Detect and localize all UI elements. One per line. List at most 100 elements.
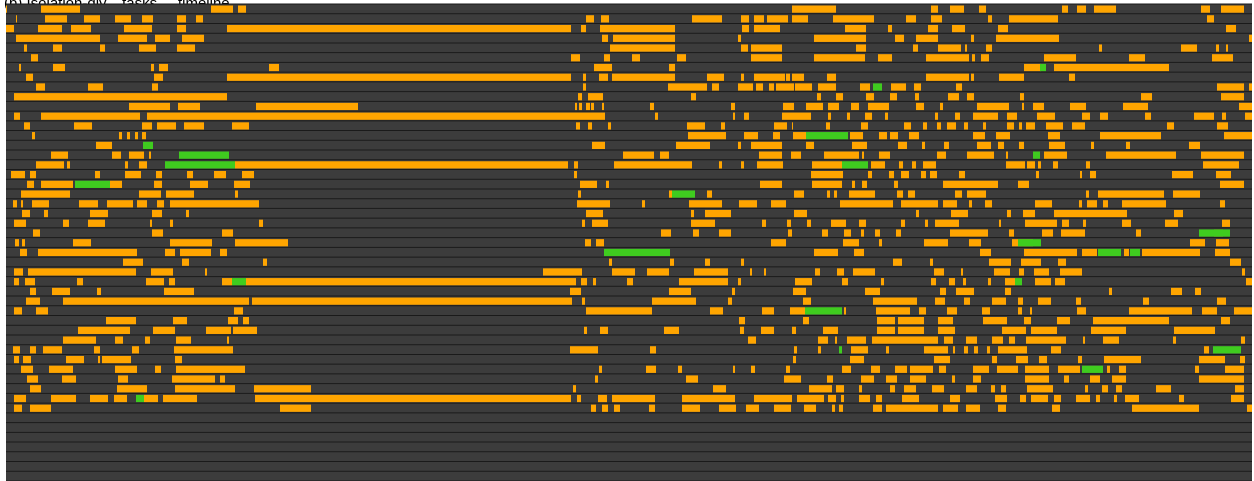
orange-segment xyxy=(1189,141,1200,150)
orange-segment xyxy=(66,355,84,364)
orange-segment xyxy=(822,229,828,237)
orange-segment xyxy=(6,5,7,13)
orange-segment xyxy=(1123,102,1148,111)
orange-segment xyxy=(1058,258,1066,266)
orange-segment xyxy=(792,15,808,23)
orange-segment xyxy=(1019,122,1022,130)
orange-segment xyxy=(24,44,27,52)
orange-segment xyxy=(596,239,604,247)
orange-segment xyxy=(129,151,144,159)
orange-segment xyxy=(1024,317,1031,325)
orange-segment xyxy=(859,394,870,403)
orange-segment xyxy=(175,385,235,393)
orange-segment xyxy=(828,394,836,403)
orange-segment xyxy=(828,112,831,120)
orange-segment xyxy=(149,151,151,159)
orange-segment xyxy=(1249,83,1252,91)
orange-segment xyxy=(967,190,986,198)
orange-segment xyxy=(1060,268,1082,276)
orange-segment xyxy=(214,170,226,179)
green-segment xyxy=(1199,229,1230,237)
orange-segment xyxy=(998,346,1027,354)
orange-segment xyxy=(998,141,1004,150)
orange-segment xyxy=(835,336,837,344)
orange-segment xyxy=(571,54,580,62)
orange-segment xyxy=(153,326,175,334)
orange-segment xyxy=(592,141,605,150)
orange-segment xyxy=(1027,385,1053,393)
orange-segment xyxy=(125,170,141,179)
orange-segment xyxy=(797,394,824,403)
orange-segment xyxy=(834,190,837,198)
orange-segment xyxy=(852,180,855,188)
orange-segment xyxy=(110,180,122,188)
orange-segment xyxy=(866,93,874,101)
orange-segment xyxy=(614,404,620,412)
orange-segment xyxy=(27,375,38,383)
orange-segment xyxy=(836,93,843,101)
orange-segment xyxy=(677,54,686,62)
orange-segment xyxy=(757,161,783,169)
orange-segment xyxy=(600,24,675,33)
orange-segment xyxy=(155,365,161,373)
orange-segment xyxy=(832,404,835,412)
green-segment xyxy=(806,132,848,140)
orange-segment xyxy=(784,375,801,383)
orange-segment xyxy=(919,307,926,315)
orange-segment xyxy=(1051,346,1061,354)
orange-segment xyxy=(77,278,83,286)
orange-segment xyxy=(750,268,752,276)
orange-segment xyxy=(27,180,34,188)
orange-segment xyxy=(211,5,233,13)
orange-segment xyxy=(712,83,719,91)
green-segment xyxy=(805,307,842,315)
orange-segment xyxy=(850,355,864,364)
orange-segment xyxy=(940,102,943,111)
orange-segment xyxy=(1199,375,1244,383)
orange-segment xyxy=(147,112,605,120)
orange-segment xyxy=(602,102,604,111)
orange-segment xyxy=(761,326,774,334)
orange-segment xyxy=(49,365,73,373)
orange-segment xyxy=(931,15,942,23)
orange-segment xyxy=(817,93,821,101)
orange-segment xyxy=(1119,365,1126,373)
orange-segment xyxy=(996,34,1059,42)
orange-segment xyxy=(600,326,608,334)
orange-segment xyxy=(754,394,792,403)
orange-segment xyxy=(578,190,581,198)
orange-segment xyxy=(827,73,836,81)
orange-segment xyxy=(222,278,232,286)
orange-segment xyxy=(877,326,895,334)
orange-segment xyxy=(263,258,267,266)
orange-segment xyxy=(1009,336,1015,344)
orange-segment xyxy=(90,209,108,218)
orange-segment xyxy=(876,394,882,403)
orange-segment xyxy=(1052,404,1060,412)
orange-segment xyxy=(751,54,782,62)
orange-segment xyxy=(115,336,123,344)
orange-segment xyxy=(999,219,1001,227)
orange-segment xyxy=(669,287,691,296)
orange-segment xyxy=(592,219,608,227)
orange-segment xyxy=(739,317,745,325)
orange-segment xyxy=(791,151,801,159)
orange-segment xyxy=(794,190,804,198)
orange-segment xyxy=(898,141,907,150)
orange-segment xyxy=(1006,161,1025,169)
orange-segment xyxy=(738,83,753,91)
orange-segment xyxy=(944,141,949,150)
orange-segment xyxy=(966,336,977,344)
orange-segment xyxy=(581,278,587,286)
orange-segment xyxy=(926,54,969,62)
orange-segment xyxy=(792,122,793,130)
orange-segment xyxy=(20,248,27,257)
orange-segment xyxy=(1005,278,1015,286)
orange-segment xyxy=(45,15,67,23)
orange-segment xyxy=(771,239,786,247)
orange-segment xyxy=(1172,170,1193,179)
orange-segment xyxy=(916,209,919,218)
orange-segment xyxy=(1226,24,1236,33)
